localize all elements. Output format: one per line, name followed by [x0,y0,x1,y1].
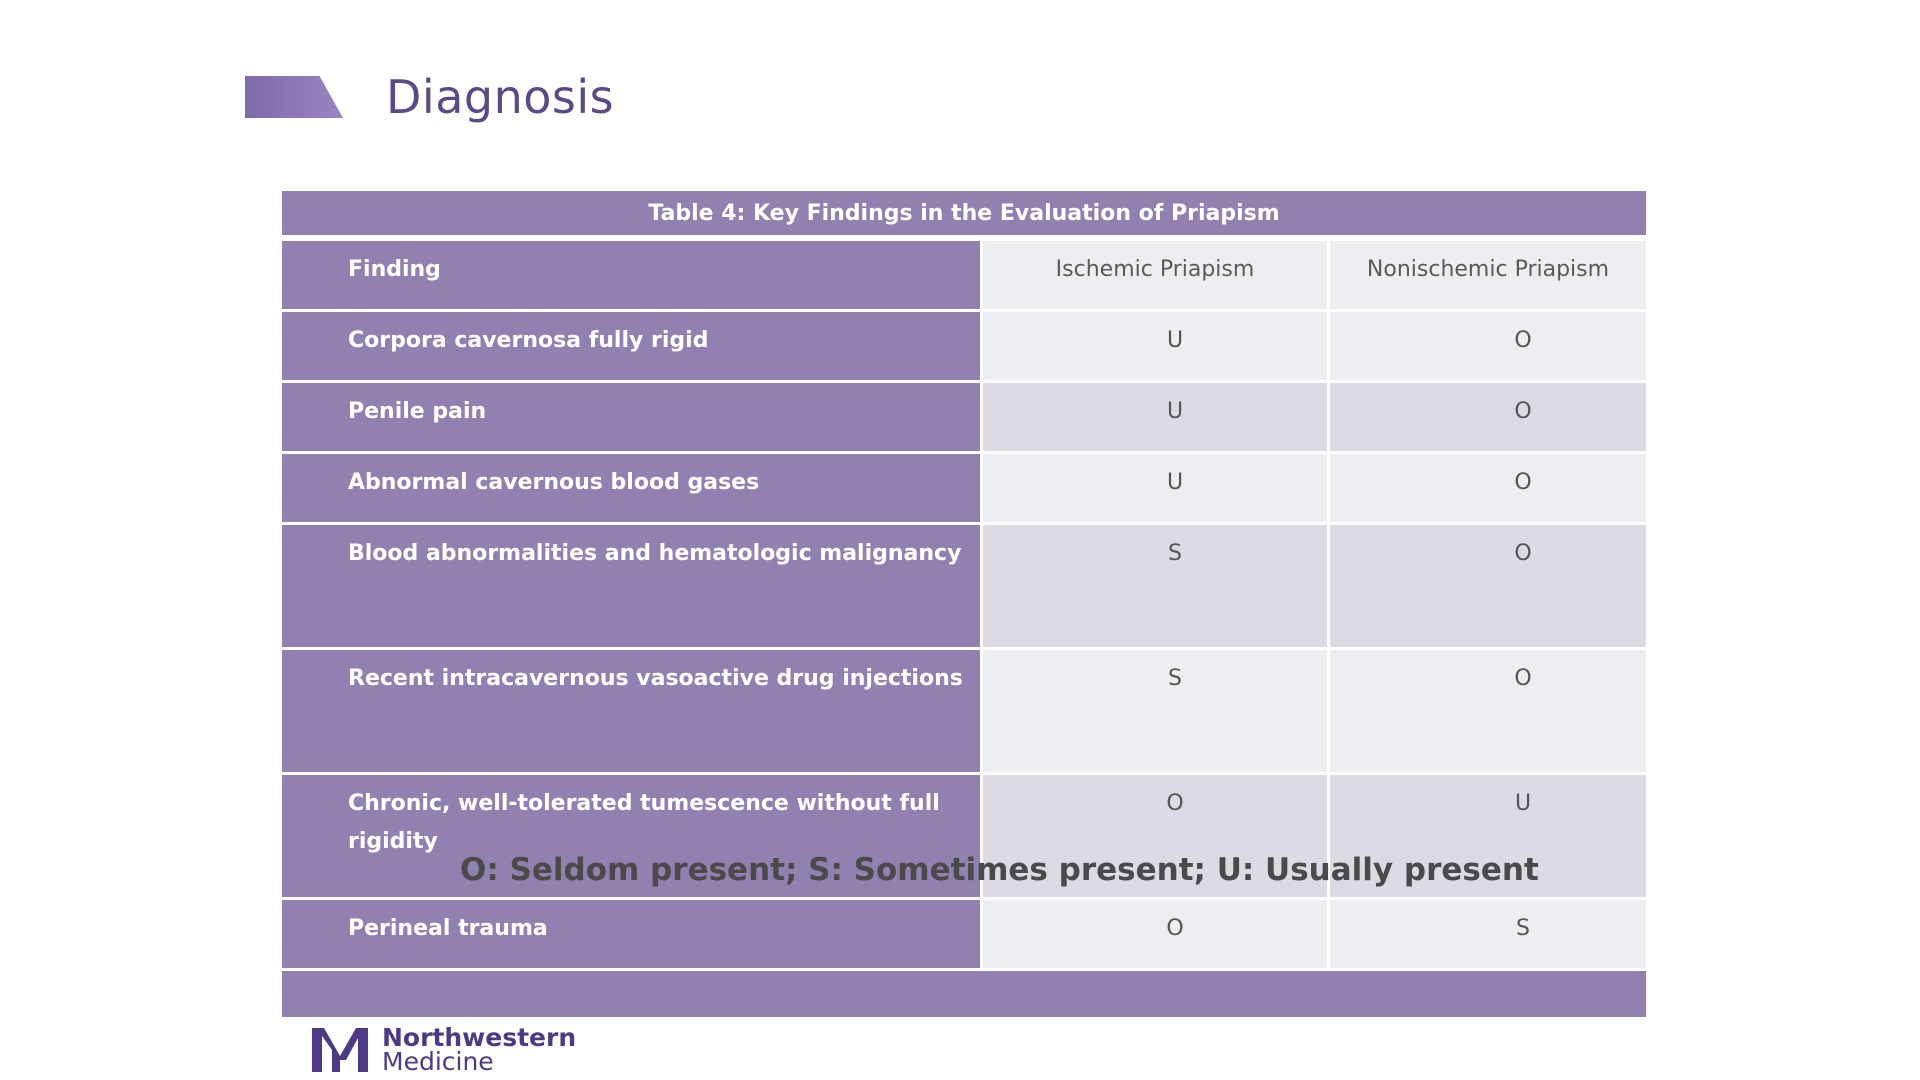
finding-cell: Perineal trauma [282,898,983,971]
table-row: Recent intracavernous vasoactive drug in… [282,648,1646,775]
ischemic-cell: S [981,648,1330,775]
ischemic-cell: O [981,773,1330,900]
nm-logo-icon [312,1028,368,1072]
ischemic-cell: O [981,898,1330,971]
nonischemic-cell: O [1328,381,1646,454]
nonischemic-cell: O [1328,452,1646,525]
finding-cell: Corpora cavernosa fully rigid [282,310,983,383]
finding-cell: Chronic, well-tolerated tumescence witho… [282,773,983,900]
nonischemic-cell: O [1328,310,1646,383]
finding-cell: Abnormal cavernous blood gases [282,452,983,525]
findings-grid: Finding Ischemic Priapism Nonischemic Pr… [282,241,1646,971]
nonischemic-cell: U [1328,773,1646,900]
legend-text: O: Seldom present; S: Sometimes present;… [460,852,1539,888]
ischemic-cell: U [981,310,1330,383]
table-row: Penile pain U O [282,381,1646,454]
findings-table: Table 4: Key Findings in the Evaluation … [282,191,1646,1017]
table-row: Corpora cavernosa fully rigid U O [282,310,1646,383]
finding-cell: Blood abnormalities and hematologic mali… [282,523,983,650]
table-caption: Table 4: Key Findings in the Evaluation … [282,191,1646,241]
logo-line-2: Medicine [382,1047,494,1076]
table-header-row: Finding Ischemic Priapism Nonischemic Pr… [282,241,1646,312]
header-ischemic: Ischemic Priapism [981,241,1330,312]
table-row: Perineal trauma O S [282,898,1646,971]
nonischemic-cell: S [1328,898,1646,971]
title-accent-shape [245,76,343,118]
nonischemic-cell: O [1328,648,1646,775]
ischemic-cell: S [981,523,1330,650]
table-row: Chronic, well-tolerated tumescence witho… [282,773,1646,900]
header-finding: Finding [282,241,983,312]
logo-line-1: Northwestern [382,1023,577,1052]
nonischemic-cell: O [1328,523,1646,650]
table-footer-bar [282,971,1646,1017]
ischemic-cell: U [981,452,1330,525]
slide-title: Diagnosis [386,70,615,124]
header-nonischemic: Nonischemic Priapism [1328,241,1646,312]
finding-cell: Recent intracavernous vasoactive drug in… [282,648,983,775]
table-row: Abnormal cavernous blood gases U O [282,452,1646,525]
table-row: Blood abnormalities and hematologic mali… [282,523,1646,650]
logo-wordmark: Northwestern Medicine [382,1023,577,1076]
ischemic-cell: U [981,381,1330,454]
finding-cell: Penile pain [282,381,983,454]
northwestern-medicine-logo: Northwestern Medicine [310,1023,577,1076]
